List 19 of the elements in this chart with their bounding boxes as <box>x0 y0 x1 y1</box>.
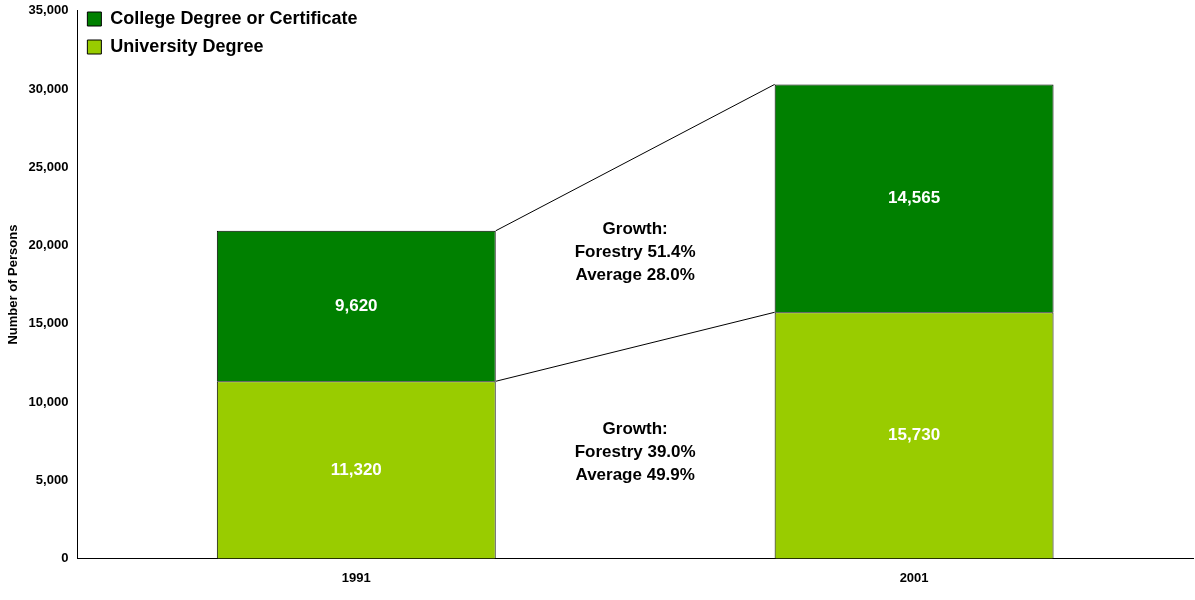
text: 11,320 <box>330 459 382 479</box>
text: 9,620 <box>335 295 378 315</box>
y-axis-title: Number of Persons <box>5 224 21 345</box>
text: 14,565 <box>888 188 941 208</box>
y-tick-label: 35,000 <box>28 2 69 18</box>
y-tick-label: 15,000 <box>28 315 69 331</box>
annotation: Growth: Forestry 51.4% Average 28.0% <box>574 218 696 284</box>
legend-label: College Degree or Certificate <box>110 7 358 28</box>
legend-label: University Degree <box>110 35 264 56</box>
y-tick-label: 25,000 <box>28 158 69 174</box>
y-tick-label: 5,000 <box>35 471 69 487</box>
y-tick-label: 0 <box>61 549 69 565</box>
y-tick-label: 10,000 <box>28 393 69 409</box>
text: 15,730 <box>888 425 941 445</box>
annotation: Growth: Forestry 39.0% Average 49.9% <box>574 419 696 485</box>
y-tick-label: 20,000 <box>28 237 69 253</box>
x-tick-label: 1991 <box>341 569 371 585</box>
y-tick-label: 30,000 <box>28 80 69 96</box>
x-tick-label: 2001 <box>899 569 929 585</box>
